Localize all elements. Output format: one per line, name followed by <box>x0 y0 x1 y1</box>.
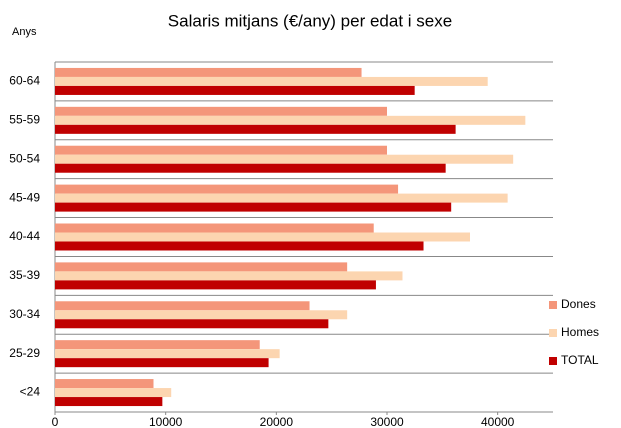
bar <box>55 379 154 389</box>
x-tick-label: 20000 <box>260 415 294 428</box>
bar <box>55 232 470 242</box>
y-tick-label: 35-39 <box>9 268 40 282</box>
bar <box>55 124 456 134</box>
bar <box>55 193 508 203</box>
y-tick-label: <24 <box>20 385 41 399</box>
chart-title: Salaris mitjans (€/any) per edat i sexe <box>168 11 452 30</box>
y-axis-title: Anys <box>12 26 37 38</box>
bar <box>55 76 488 86</box>
bar <box>55 397 163 407</box>
y-tick-label: 25-29 <box>9 346 40 360</box>
bar <box>55 115 526 125</box>
legend-label: Dones <box>561 297 596 311</box>
bar <box>55 106 387 116</box>
bar <box>55 202 452 212</box>
y-tick-label: 60-64 <box>9 74 40 88</box>
legend-swatch <box>549 357 557 365</box>
bar <box>55 85 415 95</box>
legend-swatch <box>549 329 557 337</box>
bar <box>55 163 446 173</box>
legend-swatch <box>549 301 557 309</box>
x-tick-label: 30000 <box>370 415 404 428</box>
bar <box>55 340 260 350</box>
bar <box>55 358 269 368</box>
y-tick-label: 50-54 <box>9 151 40 165</box>
bar <box>55 145 387 155</box>
bar <box>55 154 514 164</box>
bar <box>55 349 280 359</box>
y-tick-label: 40-44 <box>9 229 40 243</box>
y-tick-label: 45-49 <box>9 190 40 204</box>
bar <box>55 310 348 320</box>
bar <box>55 301 310 311</box>
y-tick-label: 55-59 <box>9 113 40 127</box>
x-tick-label: 10000 <box>149 415 183 428</box>
bar <box>55 184 399 194</box>
y-tick-label: 30-34 <box>9 307 40 321</box>
bar <box>55 67 362 77</box>
x-tick-label: 0 <box>52 415 59 428</box>
x-tick-label: 40000 <box>481 415 515 428</box>
bar <box>55 388 172 398</box>
bar <box>55 262 348 272</box>
bar <box>55 271 403 281</box>
bar <box>55 223 374 233</box>
bar <box>55 319 329 329</box>
bar <box>55 241 424 251</box>
legend-label: TOTAL <box>561 353 599 367</box>
bar <box>55 280 376 290</box>
legend-label: Homes <box>561 325 599 339</box>
